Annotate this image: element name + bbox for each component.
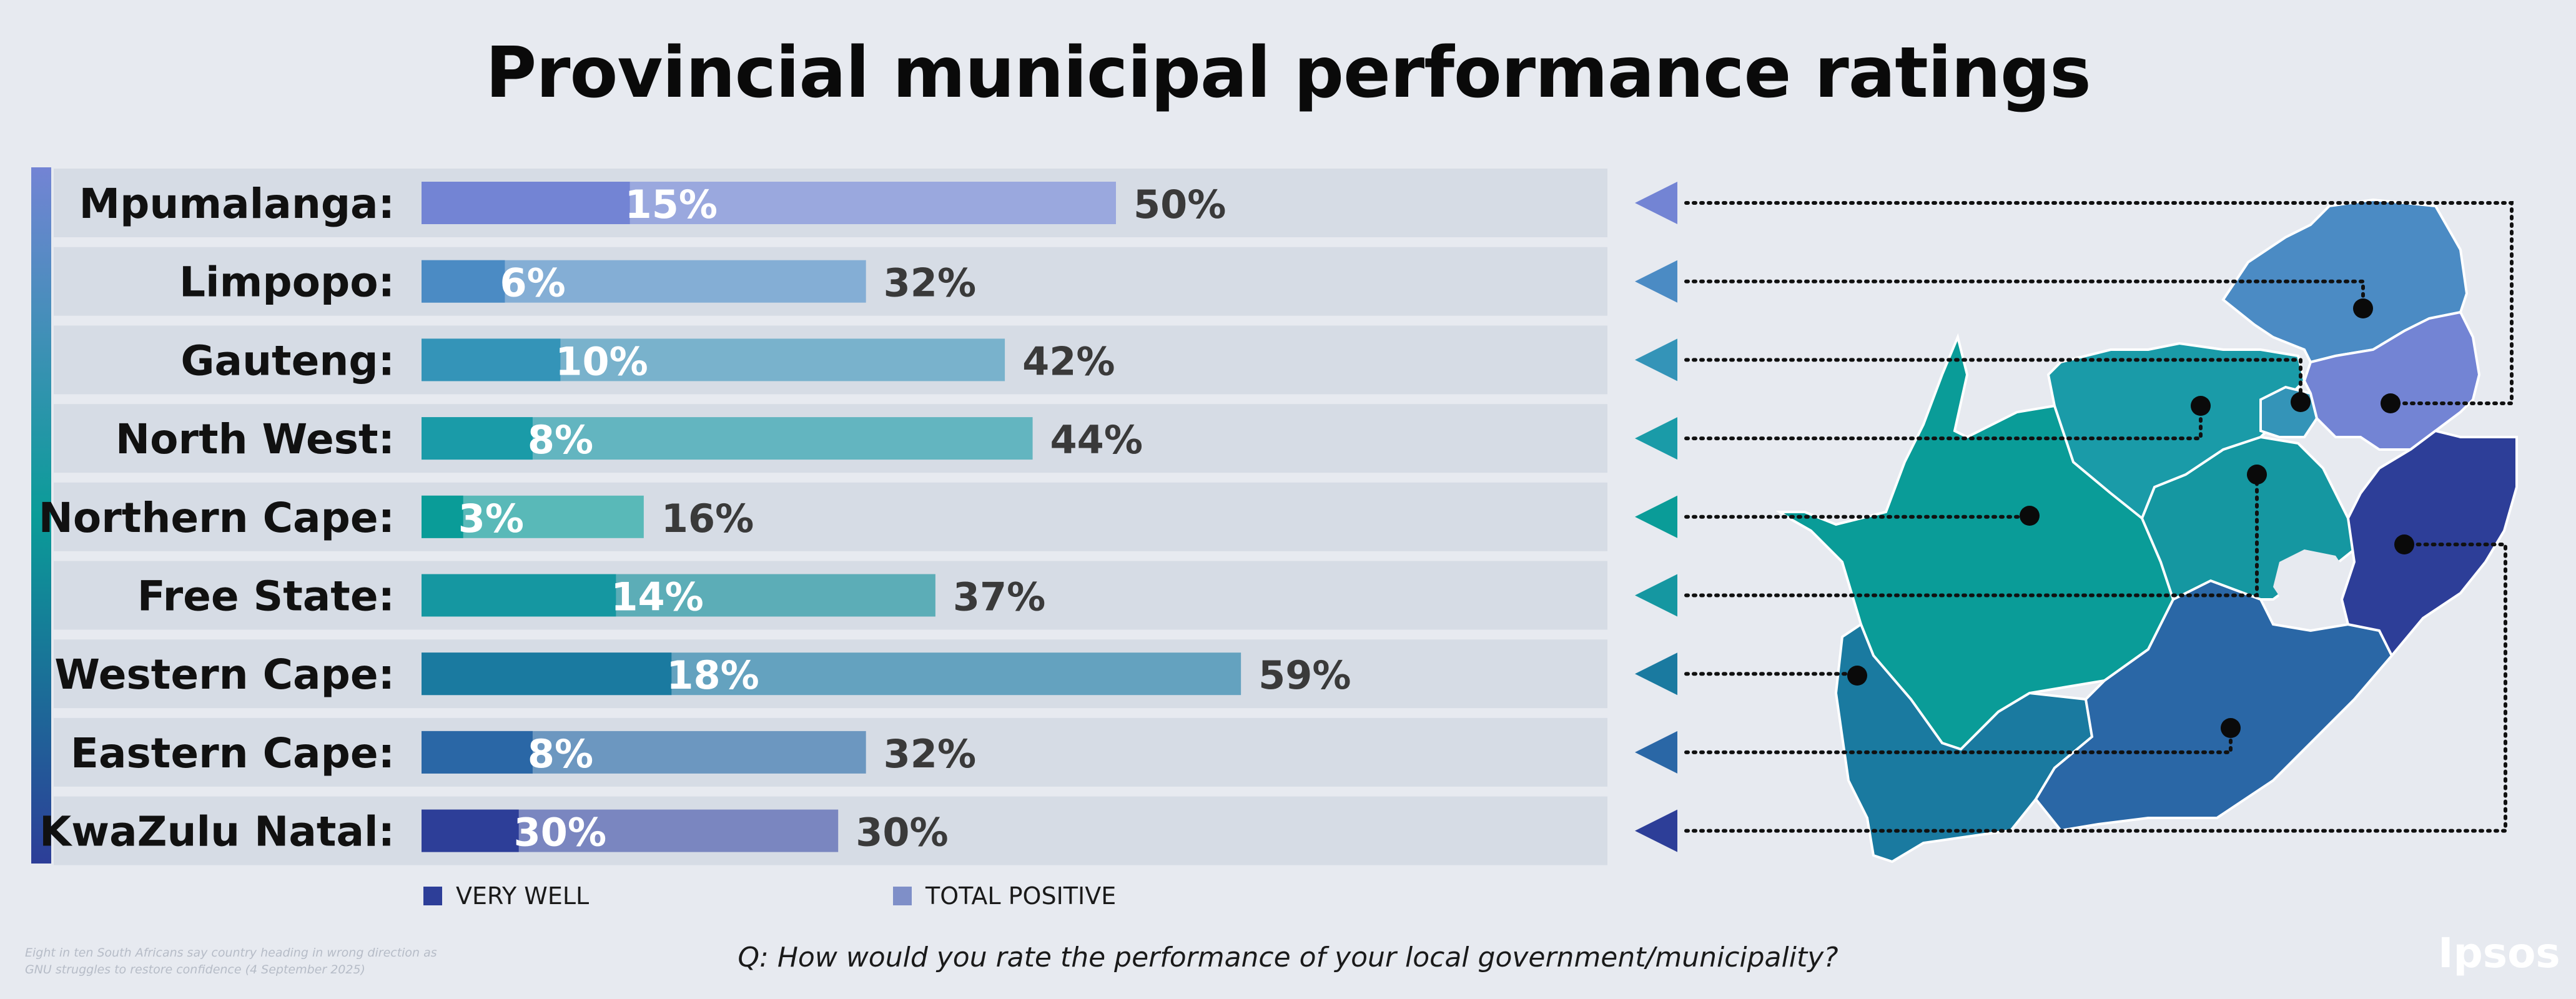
brand-logo: Ipsos — [2438, 929, 2560, 977]
total-positive-value-label: 32% — [884, 731, 976, 777]
category-label: Limpopo: — [179, 258, 395, 307]
chart-row: Northern Cape: 3% 16% — [39, 482, 1607, 551]
map-location-dot — [2191, 396, 2211, 416]
bar-very-well — [422, 809, 519, 852]
map-region-western-cape — [1834, 622, 2094, 864]
caption-line: Eight in ten South Africans say country … — [25, 946, 437, 960]
map-connector-line — [1684, 279, 2365, 310]
legend-item: TOTAL POSITIVE — [893, 882, 1116, 910]
map-pointer-arrow — [1635, 731, 1677, 774]
map-pointer-arrow — [1635, 809, 1677, 852]
source-caption: Eight in ten South Africans say country … — [25, 945, 437, 978]
map-location-dot — [2291, 392, 2311, 412]
very-well-value-label: 18% — [666, 652, 759, 698]
category-label: Western Cape: — [54, 651, 395, 699]
chart-row: Gauteng: 10% 42% — [54, 325, 1607, 395]
survey-question: Q: How would you rate the performance of… — [738, 942, 1838, 973]
map-pointer-arrow — [1635, 182, 1677, 224]
total-positive-value-label: 37% — [953, 574, 1045, 620]
chart-row: Free State: 14% 37% — [54, 561, 1607, 630]
bar-very-well — [422, 260, 505, 303]
total-positive-value-label: 59% — [1258, 652, 1351, 698]
south-africa-map — [1775, 198, 2518, 864]
category-label: Northern Cape: — [39, 494, 395, 542]
very-well-value-label: 14% — [611, 574, 703, 620]
chart-row: Eastern Cape: 8% 32% — [54, 717, 1607, 787]
map-connector-line — [1684, 543, 2507, 833]
category-label: Eastern Cape: — [71, 729, 395, 777]
map-connector-line — [1684, 358, 2302, 404]
caption-line: GNU struggles to restore confidence (4 S… — [25, 963, 365, 977]
category-label: North West: — [116, 415, 395, 463]
legend-label: VERY WELL — [456, 882, 589, 910]
legend: VERY WELL TOTAL POSITIVE — [423, 882, 1116, 910]
map-pointer-arrow — [1635, 260, 1677, 303]
bar-very-well — [422, 182, 630, 224]
very-well-value-label: 6% — [500, 260, 565, 306]
total-positive-value-label: 50% — [1133, 182, 1226, 227]
side-gradient-bar — [31, 167, 51, 864]
legend-item: VERY WELL — [423, 882, 589, 910]
bar-very-well — [422, 652, 672, 696]
category-label: KwaZulu Natal: — [39, 808, 395, 856]
map-pointer-arrow — [1635, 417, 1677, 460]
chart-row: KwaZulu Natal: 30% 30% — [39, 796, 1607, 865]
map-pointer-arrow — [1635, 652, 1677, 696]
very-well-value-label: 3% — [458, 496, 524, 541]
page-title: Provincial municipal performance ratings — [485, 32, 2091, 114]
map-location-dot — [2394, 534, 2414, 554]
very-well-value-label: 15% — [625, 182, 718, 227]
map-location-dot — [2353, 298, 2373, 318]
very-well-value-label: 10% — [555, 338, 648, 384]
total-positive-value-label: 44% — [1050, 417, 1143, 463]
map-connector-line — [1684, 404, 2203, 441]
row-band — [54, 482, 1607, 551]
map-location-dot — [2221, 718, 2241, 738]
map-pointer-arrow — [1635, 574, 1677, 617]
bar-very-well — [422, 495, 463, 538]
category-label: Free State: — [137, 573, 395, 621]
map-pointer-arrow — [1635, 495, 1677, 538]
map-pointer-arrow — [1635, 338, 1677, 381]
map-connector-line — [1684, 201, 2514, 405]
chart-row: North West: 8% 44% — [54, 404, 1607, 473]
category-label: Gauteng: — [180, 337, 395, 385]
legend-swatch — [423, 887, 442, 905]
bar-very-well — [422, 338, 561, 381]
bar-very-well — [422, 574, 616, 617]
very-well-value-label: 8% — [528, 417, 593, 463]
map-region-mpumalanga — [2302, 310, 2481, 451]
total-positive-value-label: 30% — [856, 810, 948, 855]
map-location-dot — [1847, 666, 1867, 686]
map-location-dot — [2247, 465, 2267, 485]
map-connector-line — [1684, 473, 2259, 598]
chart-row: Limpopo: 6% 32% — [54, 247, 1607, 316]
map-location-dot — [2381, 393, 2401, 413]
total-positive-value-label: 16% — [661, 496, 754, 541]
chart-row: Western Cape: 18% 59% — [54, 639, 1607, 709]
very-well-value-label: 30% — [514, 810, 606, 855]
bar-very-well — [422, 731, 533, 774]
map-region-kwazulu-natal — [2340, 429, 2518, 658]
map-region-gauteng — [2259, 385, 2319, 438]
very-well-value-label: 8% — [528, 731, 593, 777]
map-lesotho — [2273, 549, 2348, 612]
category-label: Mpumalanga: — [79, 180, 395, 228]
legend-swatch — [893, 887, 912, 905]
chart-row: Mpumalanga: 15% 50% — [54, 169, 1607, 237]
map-location-dot — [2020, 506, 2040, 526]
bar-very-well — [422, 417, 533, 460]
total-positive-value-label: 42% — [1022, 338, 1115, 384]
legend-label: TOTAL POSITIVE — [925, 882, 1116, 910]
total-positive-value-label: 32% — [884, 260, 976, 306]
